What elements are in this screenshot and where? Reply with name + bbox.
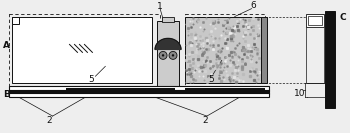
Text: C: C <box>339 13 346 22</box>
Circle shape <box>159 51 167 59</box>
Bar <box>308 16 322 24</box>
Bar <box>12 17 19 24</box>
Text: 6: 6 <box>251 1 257 10</box>
Bar <box>306 26 324 83</box>
Bar <box>12 17 152 83</box>
Bar <box>162 17 174 22</box>
Text: 2: 2 <box>310 28 316 37</box>
Text: 2: 2 <box>202 116 208 125</box>
Circle shape <box>162 54 164 57</box>
Bar <box>9 93 268 97</box>
Bar <box>306 14 324 26</box>
Bar <box>185 17 261 83</box>
Bar <box>185 88 265 91</box>
Bar <box>65 88 175 91</box>
Circle shape <box>169 51 177 59</box>
Polygon shape <box>155 38 181 49</box>
Bar <box>157 21 179 92</box>
Bar <box>9 86 268 91</box>
Bar <box>325 11 335 108</box>
Text: 2: 2 <box>47 116 52 125</box>
Text: B: B <box>3 90 10 99</box>
Text: 10: 10 <box>294 89 306 98</box>
Text: 5: 5 <box>89 75 94 84</box>
Text: 1: 1 <box>157 2 163 11</box>
Text: 5: 5 <box>208 75 213 84</box>
Circle shape <box>172 54 174 57</box>
Text: A: A <box>3 41 10 50</box>
Bar <box>261 17 267 83</box>
Bar <box>9 90 268 94</box>
